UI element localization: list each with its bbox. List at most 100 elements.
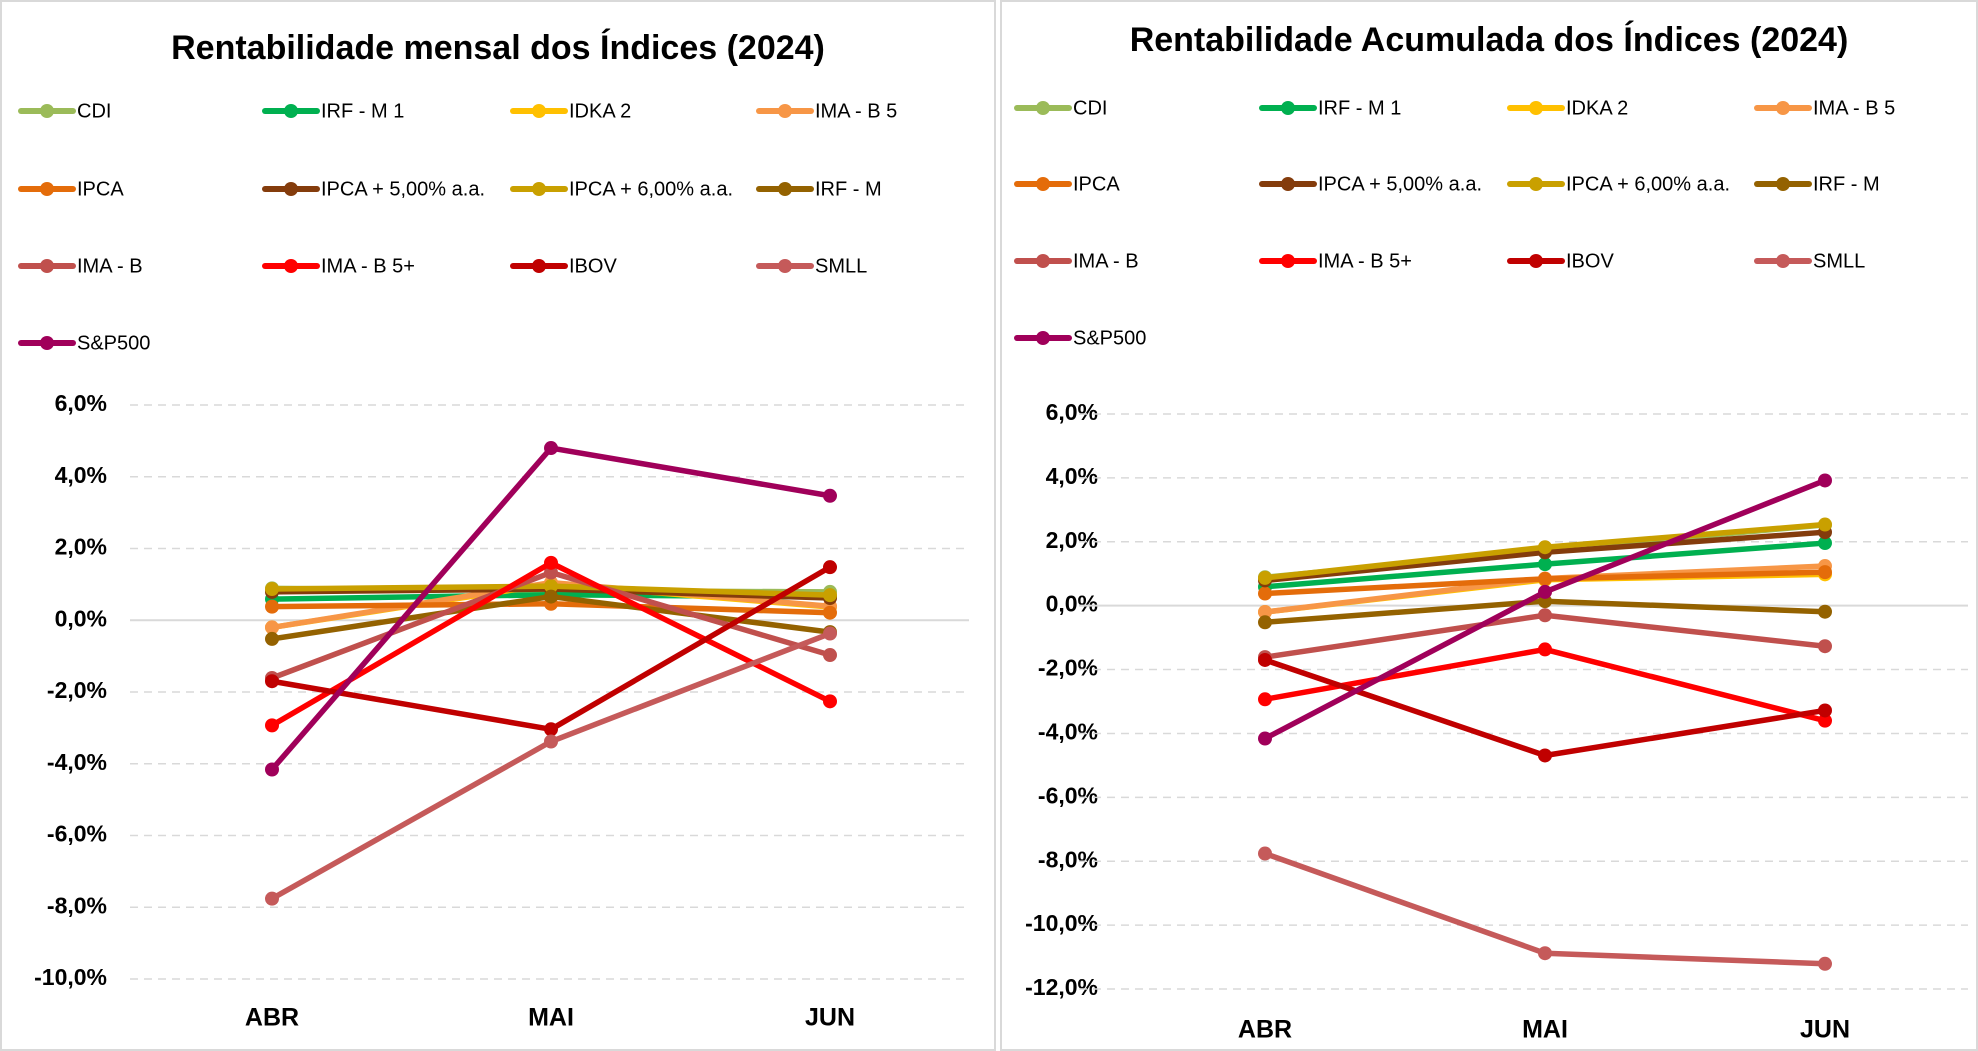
panel-border — [0, 0, 996, 1051]
data-point — [265, 620, 279, 635]
y-tick-label: -8,0% — [47, 892, 107, 918]
data-point — [823, 694, 837, 709]
x-tick-label: JUN — [805, 1004, 855, 1032]
legend-marker — [1529, 254, 1543, 268]
data-point — [1258, 615, 1272, 630]
x-tick-label: MAI — [528, 1004, 574, 1032]
legend-label: IMA - B — [1073, 250, 1139, 272]
y-tick-label: 2,0% — [55, 534, 107, 560]
data-point — [1258, 692, 1272, 707]
x-tick-label: ABR — [245, 1004, 299, 1032]
data-point — [1818, 956, 1832, 971]
data-point — [1258, 731, 1272, 746]
legend-marker — [1036, 331, 1050, 345]
data-point — [265, 718, 279, 733]
legend-label: CDI — [1073, 97, 1107, 119]
y-tick-label: -2,0% — [1038, 655, 1098, 681]
legend-label: SMLL — [815, 255, 867, 277]
legend-marker — [1036, 177, 1050, 191]
legend-marker — [1036, 254, 1050, 268]
legend-label: IMA - B 5+ — [1318, 250, 1412, 272]
y-tick-label: -6,0% — [47, 821, 107, 847]
y-tick-label: 0,0% — [55, 605, 107, 631]
data-point — [544, 441, 558, 456]
legend-label: IMA - B — [77, 255, 143, 277]
data-point — [823, 488, 837, 503]
data-point — [1258, 846, 1272, 861]
legend-label: S&P500 — [1073, 327, 1146, 349]
legend-marker — [284, 104, 298, 118]
data-point — [1818, 536, 1832, 551]
legend-label: IPCA + 6,00% a.a. — [1566, 173, 1730, 195]
data-point — [1538, 557, 1552, 572]
legend-label: IPCA — [1073, 173, 1120, 195]
data-point — [265, 599, 279, 614]
y-tick-label: -4,0% — [47, 749, 107, 775]
legend-label: IDKA 2 — [1566, 97, 1628, 119]
legend-marker — [778, 182, 792, 196]
data-point — [544, 555, 558, 570]
legend-label: IRF - M 1 — [321, 100, 404, 122]
legend-marker — [1036, 101, 1050, 115]
legend-marker — [778, 104, 792, 118]
data-point — [1538, 748, 1552, 763]
chart-title: Rentabilidade mensal dos Índices (2024) — [171, 29, 825, 67]
data-point — [1538, 571, 1552, 586]
legend-marker — [532, 104, 546, 118]
data-point — [1538, 642, 1552, 657]
y-tick-label: 4,0% — [1046, 463, 1098, 489]
legend-marker — [40, 104, 54, 118]
legend-marker — [284, 259, 298, 273]
y-tick-label: -2,0% — [47, 677, 107, 703]
legend-marker — [532, 259, 546, 273]
legend-marker — [1281, 177, 1295, 191]
x-tick-label: JUN — [1800, 1016, 1850, 1044]
data-point — [265, 582, 279, 597]
data-point — [1538, 946, 1552, 961]
legend-marker — [284, 182, 298, 196]
data-point — [1818, 604, 1832, 619]
series-line — [1264, 646, 1826, 724]
y-tick-label: -6,0% — [1038, 782, 1098, 808]
y-tick-label: -10,0% — [1025, 910, 1098, 936]
legend-marker — [1776, 254, 1790, 268]
data-point — [265, 631, 279, 646]
data-point — [1818, 703, 1832, 718]
data-point — [823, 626, 837, 641]
legend-marker — [532, 182, 546, 196]
y-tick-label: 6,0% — [55, 390, 107, 416]
data-point — [265, 762, 279, 777]
legend-label: IBOV — [1566, 250, 1614, 272]
data-point — [1258, 652, 1272, 667]
legend-label: IMA - B 5+ — [321, 255, 415, 277]
legend-label: IRF - M 1 — [1318, 97, 1401, 119]
legend-marker — [40, 259, 54, 273]
data-point — [1818, 639, 1832, 654]
data-point — [265, 891, 279, 906]
data-point — [265, 674, 279, 689]
data-point — [1258, 605, 1272, 620]
data-point — [1538, 608, 1552, 623]
y-tick-label: -10,0% — [34, 964, 107, 990]
legend-marker — [1776, 101, 1790, 115]
legend-marker — [1529, 177, 1543, 191]
y-tick-label: -4,0% — [1038, 719, 1098, 745]
x-tick-label: ABR — [1238, 1016, 1292, 1044]
y-tick-label: 6,0% — [1046, 399, 1098, 425]
y-tick-label: 2,0% — [1046, 527, 1098, 553]
legend-label: IMA - B 5 — [815, 100, 897, 122]
data-point — [1818, 473, 1832, 488]
data-point — [1818, 713, 1832, 728]
legend-label: SMLL — [1813, 250, 1865, 272]
y-tick-label: -8,0% — [1038, 846, 1098, 872]
legend-label: CDI — [77, 100, 111, 122]
y-tick-label: -12,0% — [1025, 974, 1098, 1000]
legend-label: IPCA + 6,00% a.a. — [569, 178, 733, 200]
data-point — [544, 565, 558, 580]
legend-label: S&P500 — [77, 332, 150, 354]
data-point — [823, 560, 837, 575]
legend-marker — [40, 336, 54, 350]
legend-marker — [1281, 254, 1295, 268]
